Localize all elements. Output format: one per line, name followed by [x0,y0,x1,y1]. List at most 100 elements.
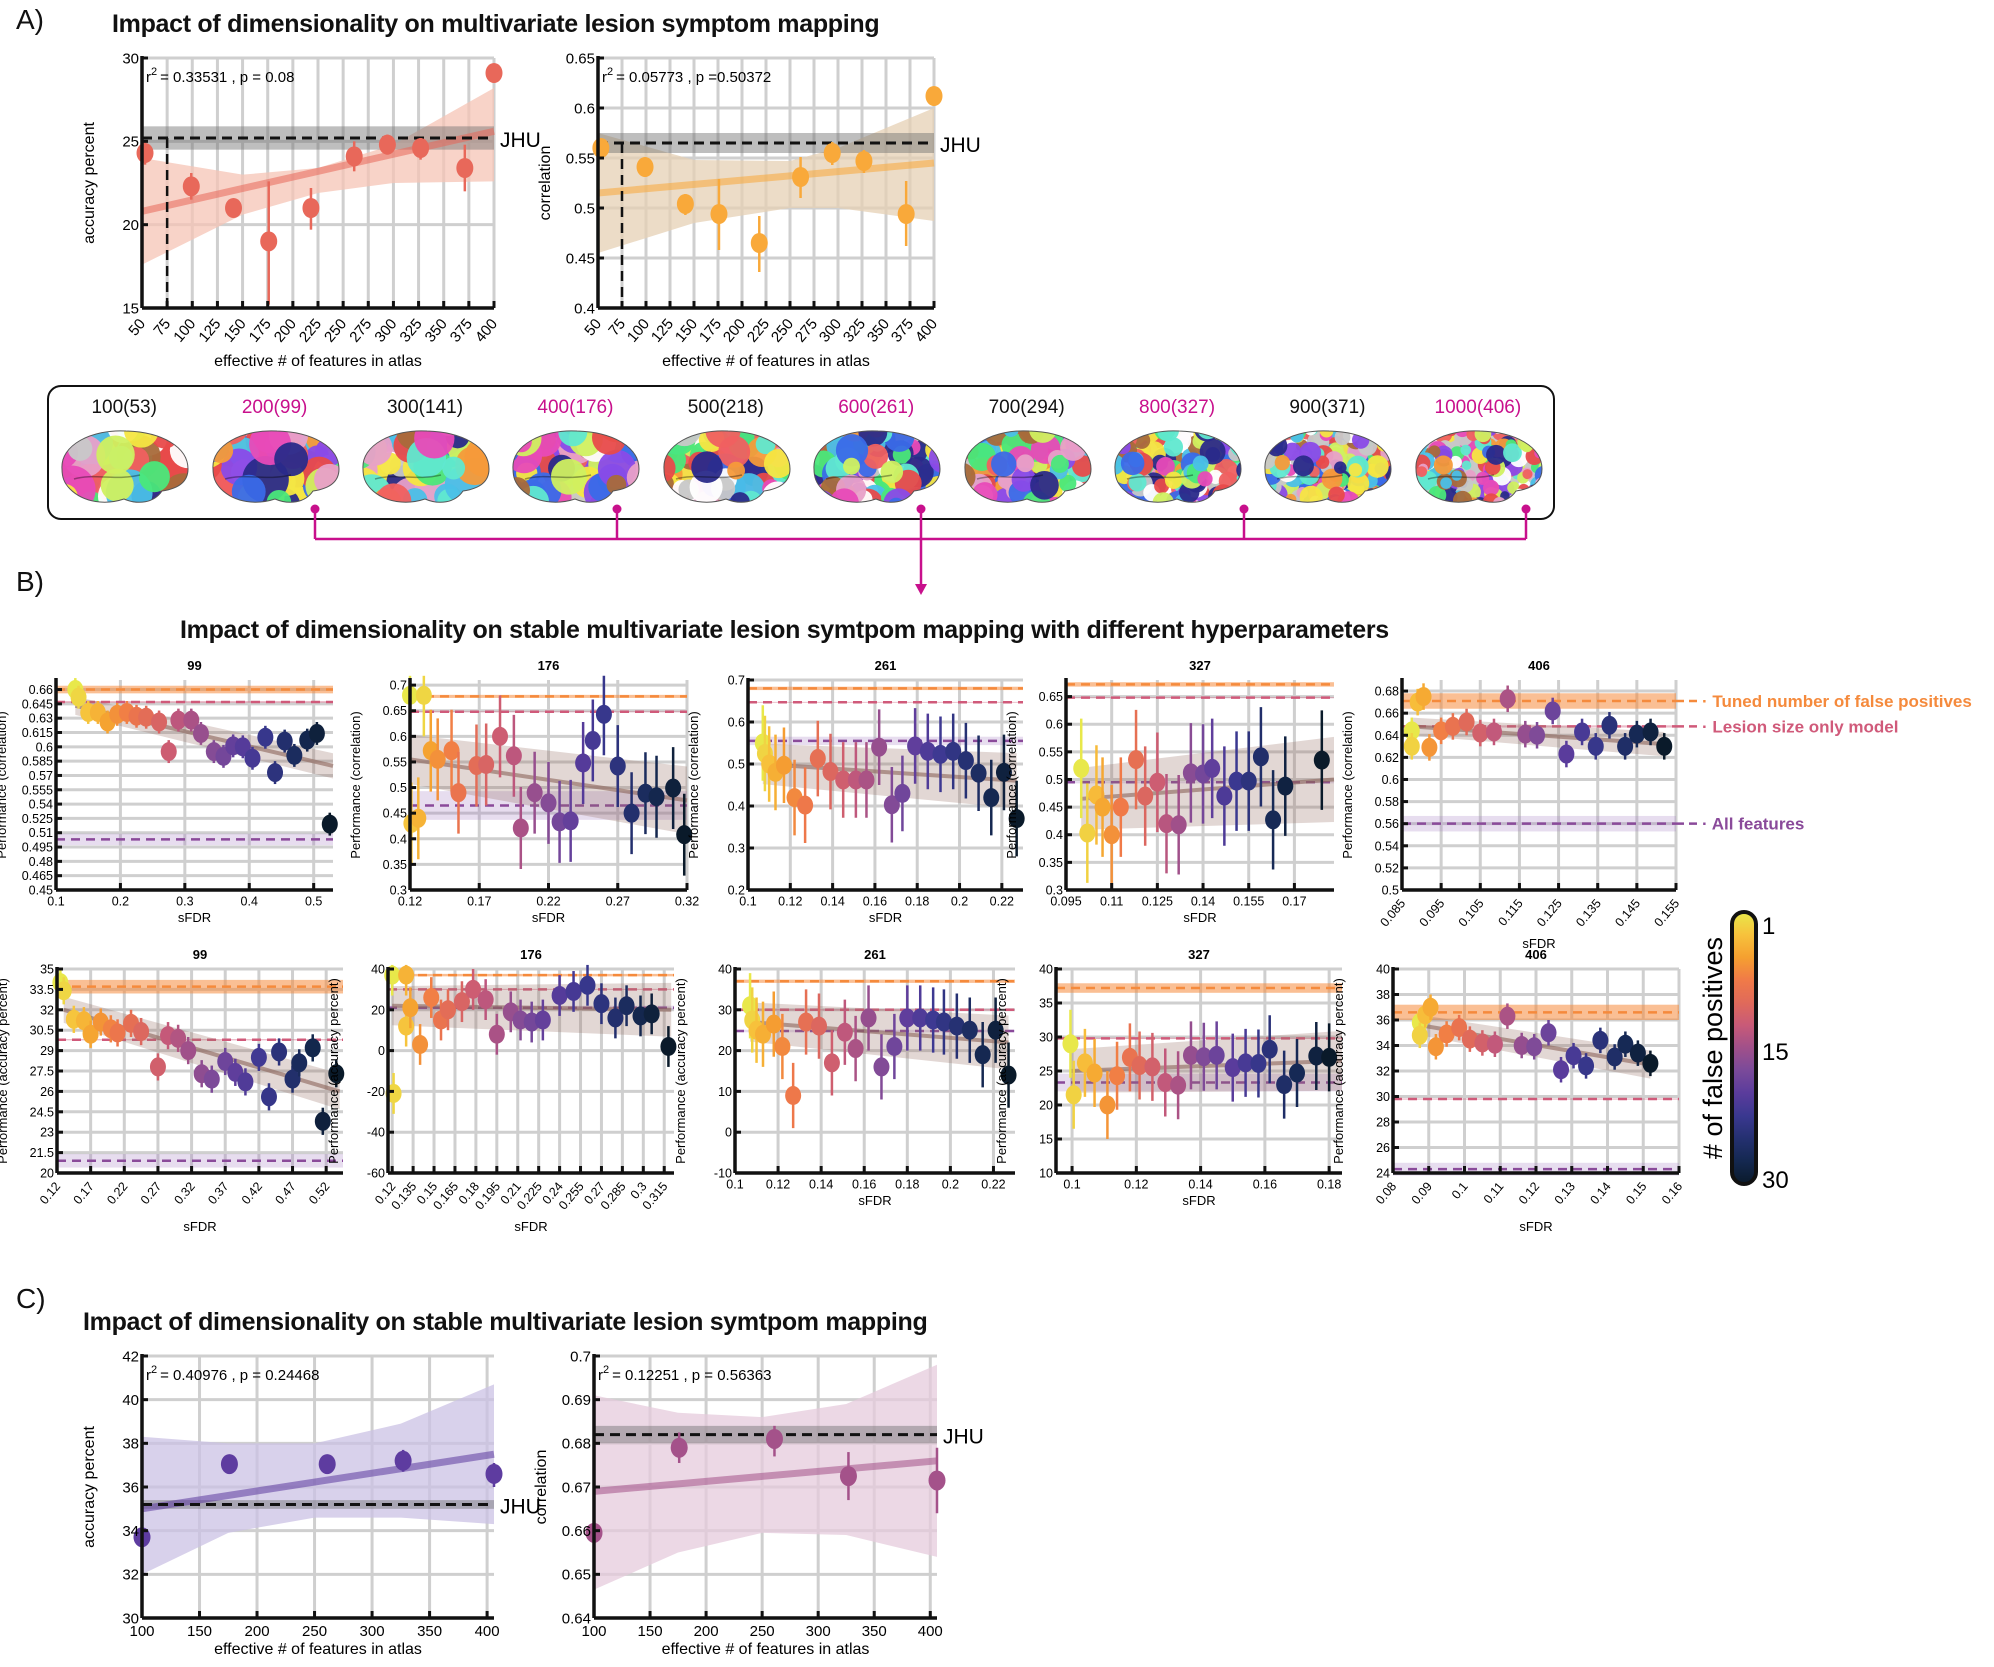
reference-band-tuned [1066,682,1334,687]
y-tick-label: 0.555 [22,783,53,797]
x-tick-label: 0.22 [536,895,560,909]
y-tick-label: 0.54 [1375,839,1399,853]
plot-area [598,56,936,310]
point-marker [1499,1006,1516,1026]
point-marker [456,158,474,178]
data-point [485,1462,503,1487]
x-tick-label: 0.08 [1373,1179,1399,1207]
x-axis-label: sFDR [178,910,211,925]
atlas-item: 600(261) [801,387,951,518]
point-marker [970,763,987,783]
data-point [225,198,243,218]
fit-line [142,127,495,215]
x-tick-label: 125 [648,316,677,346]
point-marker [439,1000,456,1020]
point-marker [775,755,792,775]
atlas-label: 100(53) [91,397,157,418]
y-tick-label: 32 [122,1567,139,1584]
legend-item-tuned: · Tuned number of false positives [1702,692,1972,711]
point-marker [410,808,427,828]
x-tick-label: 400 [475,1623,500,1640]
point-marker [710,204,728,224]
data-point [1195,1022,1212,1091]
point-marker [1499,689,1516,709]
colorbar-label: # of false positives [1698,937,1728,1159]
chart-B-327-correlation: 0.3 0.35 0.4 0.45 0.5 0.55 0.6 0.65 0.095 0.11 0.1… [1004,658,1335,925]
point-marker [618,996,635,1016]
point-marker [1182,763,1199,783]
point-marker [1403,736,1420,756]
atlas-label: 1000(406) [1434,397,1522,418]
data-point [823,142,841,165]
data-point [1438,1021,1455,1047]
fit-line [749,1020,1009,1045]
point-marker [1565,1046,1582,1066]
data-point [1617,1031,1634,1057]
data-point [304,1034,321,1062]
y-tick-label: 26 [40,1085,54,1099]
point-marker [883,795,900,815]
data-point [1629,1040,1646,1066]
point-marker [1289,1063,1306,1083]
x-tick-label: 350 [417,1623,442,1640]
point-marker [1485,722,1502,742]
x-tick-label: 0.47 [272,1179,298,1207]
data-point [1079,783,1096,883]
x-tick-label: 0.14 [1191,895,1215,909]
point-marker [1617,736,1634,756]
point-marker [453,992,470,1012]
point-marker [961,1020,978,1040]
data-point [55,977,72,1005]
x-tick-label: 0.22 [990,895,1014,909]
y-tick-label: -40 [367,1126,385,1140]
data-point [1444,713,1461,740]
point-marker [485,1463,503,1484]
data-point [1062,1009,1079,1078]
data-point [192,722,209,745]
data-point [1289,1039,1306,1108]
y-tick-label: 20 [1039,1099,1053,1113]
point-marker [133,1022,150,1042]
point-marker [271,1042,288,1062]
x-axis-label: sFDR [869,910,902,925]
chart-B-99-correlation: 0.450.4650.480.4950.510.5250.540.5550.57… [0,658,338,925]
x-tick-label: 0.14 [820,895,844,909]
data-point [286,743,303,767]
data-point [897,181,915,246]
point-marker [244,748,261,768]
x-tick-label: 0.3 [176,895,193,909]
point-marker [82,1024,99,1044]
data-point [1252,707,1269,807]
y-tick-label: 0.5 [574,200,595,217]
y-tick-label: 0.68 [562,1436,591,1453]
x-tick-label: 0.2 [942,1178,959,1192]
plot-area [1066,680,1335,892]
x-tick-label: 150 [221,316,250,346]
point-marker [957,751,974,771]
point-marker [1062,1034,1079,1054]
point-marker [182,176,200,197]
point-marker [565,981,582,1001]
y-tick-label: 0.52 [1375,861,1399,875]
point-marker [257,727,274,747]
y-tick-label: 35 [1039,997,1053,1011]
point-marker [1628,724,1645,744]
data-point [250,1043,267,1071]
point-marker [1252,747,1269,767]
data-point [488,1013,505,1055]
atlas-label: 800(327) [1139,397,1216,418]
point-marker [138,707,155,727]
point-marker [412,1034,429,1054]
data-point [485,63,503,83]
data-point [1149,732,1166,832]
legend-item-lesion_size: · Lesion size only model [1702,717,1898,736]
data-point [774,1013,791,1080]
point-marker [1237,1053,1254,1073]
x-tick-label: 400 [912,316,941,346]
y-tick-label: 20 [718,1044,732,1058]
point-marker [860,1008,877,1028]
chart-title: 327 [1188,947,1210,962]
data-point [1529,722,1546,749]
point-marker [1265,810,1282,830]
x-tick-label: 175 [246,316,275,346]
